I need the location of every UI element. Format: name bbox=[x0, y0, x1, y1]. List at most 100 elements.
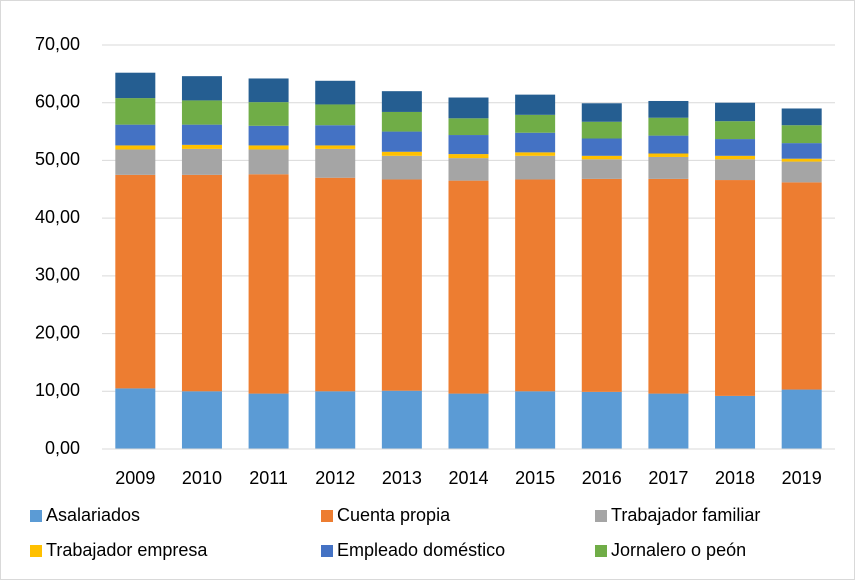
bar-segment bbox=[315, 125, 356, 146]
bar-segment bbox=[115, 72, 156, 99]
bar-segment bbox=[448, 97, 489, 119]
x-tick-label: 2015 bbox=[515, 468, 555, 488]
bar-segment bbox=[448, 393, 489, 449]
bar-segment bbox=[248, 125, 289, 146]
bar-segment bbox=[315, 104, 356, 126]
bar-segment bbox=[581, 159, 622, 179]
bar-segment bbox=[648, 153, 689, 157]
bar-segment bbox=[448, 135, 489, 155]
bar-segment bbox=[715, 102, 756, 122]
bar-segment bbox=[648, 117, 689, 136]
bar-segment bbox=[715, 180, 756, 396]
bar-segment bbox=[381, 131, 422, 152]
bar-segment bbox=[715, 121, 756, 140]
bar-segment bbox=[115, 145, 156, 150]
bar-segment bbox=[315, 177, 356, 392]
bar-segment bbox=[715, 155, 756, 160]
bar-segment bbox=[581, 391, 622, 449]
bar-segment bbox=[248, 102, 289, 126]
x-tick-label: 2013 bbox=[382, 468, 422, 488]
y-tick-label: 40,00 bbox=[35, 207, 80, 227]
bar-segment bbox=[648, 135, 689, 154]
bar-segment bbox=[248, 145, 289, 150]
bar-segment bbox=[715, 139, 756, 156]
bar-segment bbox=[581, 121, 622, 139]
y-tick-label: 20,00 bbox=[35, 322, 80, 342]
bar-segment bbox=[115, 174, 156, 389]
y-tick-label: 70,00 bbox=[35, 34, 80, 54]
legend-swatch bbox=[321, 545, 333, 557]
legend-swatch bbox=[595, 510, 607, 522]
bar-segment bbox=[315, 145, 356, 149]
legend-swatch bbox=[30, 510, 42, 522]
bar-segment bbox=[515, 155, 556, 180]
bar-segment bbox=[248, 78, 289, 103]
legend-label: Empleado doméstico bbox=[337, 540, 505, 560]
bar-segment bbox=[381, 155, 422, 180]
legend-label: Trabajador empresa bbox=[46, 540, 208, 560]
bar-segment bbox=[515, 114, 556, 133]
x-tick-label: 2019 bbox=[782, 468, 822, 488]
x-tick-label: 2014 bbox=[448, 468, 488, 488]
bar-segment bbox=[581, 155, 622, 160]
bar-segment bbox=[515, 132, 556, 153]
bar-segment bbox=[248, 174, 289, 394]
bar-segment bbox=[248, 393, 289, 449]
legend-swatch bbox=[30, 545, 42, 557]
bar-segment bbox=[115, 124, 156, 146]
bar-segment bbox=[781, 389, 822, 449]
bar-segment bbox=[448, 158, 489, 181]
x-tick-label: 2016 bbox=[582, 468, 622, 488]
bar-segment bbox=[381, 179, 422, 391]
bar-segment bbox=[448, 118, 489, 136]
y-tick-label: 50,00 bbox=[35, 149, 80, 169]
bar-segment bbox=[181, 148, 222, 175]
bar-segment bbox=[581, 178, 622, 392]
legend-label: Jornalero o peón bbox=[611, 540, 746, 560]
x-tick-label: 2009 bbox=[115, 468, 155, 488]
bar-segment bbox=[181, 76, 222, 101]
bar-segment bbox=[315, 80, 356, 105]
bar-segment bbox=[381, 390, 422, 449]
bar-segment bbox=[315, 148, 356, 178]
bar-segment bbox=[515, 391, 556, 449]
bar-segment bbox=[648, 393, 689, 449]
bar-segment bbox=[781, 125, 822, 144]
y-tick-label: 0,00 bbox=[45, 438, 80, 458]
bar-segment bbox=[381, 91, 422, 112]
x-tick-label: 2018 bbox=[715, 468, 755, 488]
bar-segment bbox=[115, 388, 156, 449]
bar-segment bbox=[648, 156, 689, 179]
legend-label: Cuenta propia bbox=[337, 505, 451, 525]
bar-segment bbox=[781, 182, 822, 390]
bar-segment bbox=[648, 100, 689, 118]
bar-segment bbox=[248, 149, 289, 175]
bar-segment bbox=[648, 178, 689, 394]
bar-segment bbox=[581, 138, 622, 156]
legend-swatch bbox=[321, 510, 333, 522]
bar-segment bbox=[181, 124, 222, 145]
bar-segment bbox=[781, 143, 822, 159]
x-tick-label: 2011 bbox=[249, 468, 288, 488]
bar-segment bbox=[448, 180, 489, 394]
bar-segment bbox=[315, 391, 356, 449]
bar-segment bbox=[515, 152, 556, 156]
bar-segment bbox=[181, 174, 222, 392]
x-tick-label: 2012 bbox=[315, 468, 355, 488]
bar-segment bbox=[581, 103, 622, 122]
x-tick-label: 2017 bbox=[648, 468, 688, 488]
bar-segment bbox=[715, 159, 756, 181]
legend-swatch bbox=[595, 545, 607, 557]
bar-segment bbox=[781, 161, 822, 183]
bar-segment bbox=[515, 179, 556, 392]
legend-label: Asalariados bbox=[46, 505, 140, 525]
x-tick-label: 2010 bbox=[182, 468, 222, 488]
y-tick-label: 10,00 bbox=[35, 380, 80, 400]
bar-segment bbox=[181, 144, 222, 149]
y-tick-label: 30,00 bbox=[35, 265, 80, 285]
bar-segment bbox=[115, 149, 156, 175]
bar-segment bbox=[715, 395, 756, 449]
bar-segment bbox=[515, 94, 556, 115]
bar-segment bbox=[115, 98, 156, 125]
